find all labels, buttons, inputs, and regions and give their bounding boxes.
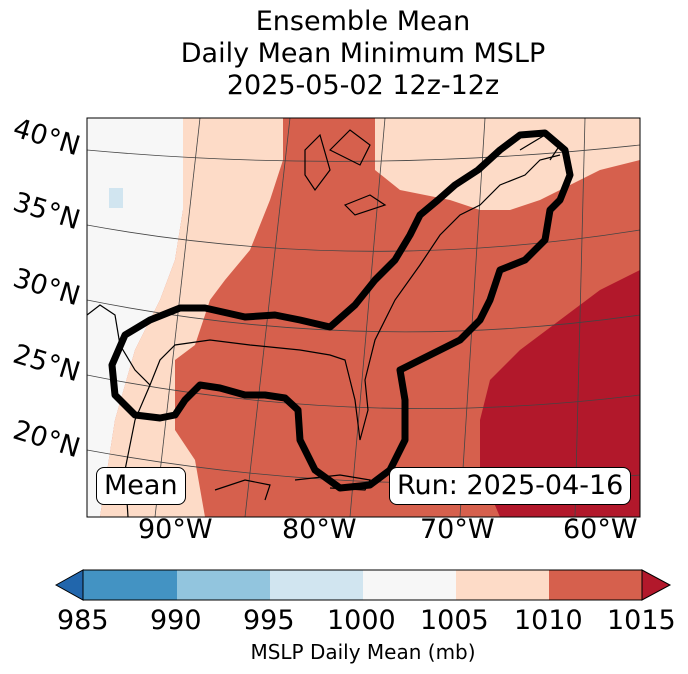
colorbar-bin bbox=[363, 570, 456, 600]
colorbar-tick: 1010 bbox=[514, 605, 583, 636]
title-line-2: Daily Mean Minimum MSLP bbox=[180, 38, 546, 69]
fill-above-1015 bbox=[480, 270, 640, 517]
lon-label-90: 90°W bbox=[138, 514, 213, 545]
fill-995-1000-patch bbox=[109, 188, 123, 208]
colorbar-tick: 985 bbox=[57, 605, 109, 636]
colorbar-tick: 1015 bbox=[607, 605, 676, 636]
title-line-3: 2025-05-02 12z-12z bbox=[226, 70, 500, 101]
map-area bbox=[87, 118, 640, 517]
run-date-box: Run: 2025-04-16 bbox=[389, 467, 632, 505]
colorbar-tick: 990 bbox=[150, 605, 202, 636]
colorbar-bin bbox=[270, 570, 363, 600]
colorbar-tick: 1000 bbox=[327, 605, 396, 636]
colorbar-bin bbox=[177, 570, 270, 600]
coastlines bbox=[87, 129, 561, 517]
title-line-1: Ensemble Mean bbox=[255, 6, 471, 37]
lon-label-60: 60°W bbox=[563, 514, 638, 545]
colorbar bbox=[54, 569, 672, 601]
fill-1000-1005 bbox=[87, 118, 183, 517]
colorbar-outline bbox=[82, 569, 643, 601]
colorbar-bin bbox=[549, 570, 642, 600]
fill-1005-1010-northeast bbox=[375, 118, 640, 210]
colorbar-bin bbox=[456, 570, 549, 600]
colorbar-extend-low bbox=[54, 569, 84, 601]
mean-label-box: Mean bbox=[96, 467, 186, 505]
colorbar-tick: 1005 bbox=[420, 605, 489, 636]
lon-label-70: 70°W bbox=[420, 514, 495, 545]
colorbar-tick: 995 bbox=[243, 605, 295, 636]
contour-1010 bbox=[108, 129, 574, 492]
colorbar-extend-high bbox=[641, 569, 672, 601]
lon-label-80: 80°W bbox=[282, 514, 357, 545]
map-frame bbox=[86, 117, 641, 518]
colorbar-bin bbox=[83, 570, 177, 600]
colorbar-label: MSLP Daily Mean (mb) bbox=[250, 640, 476, 664]
